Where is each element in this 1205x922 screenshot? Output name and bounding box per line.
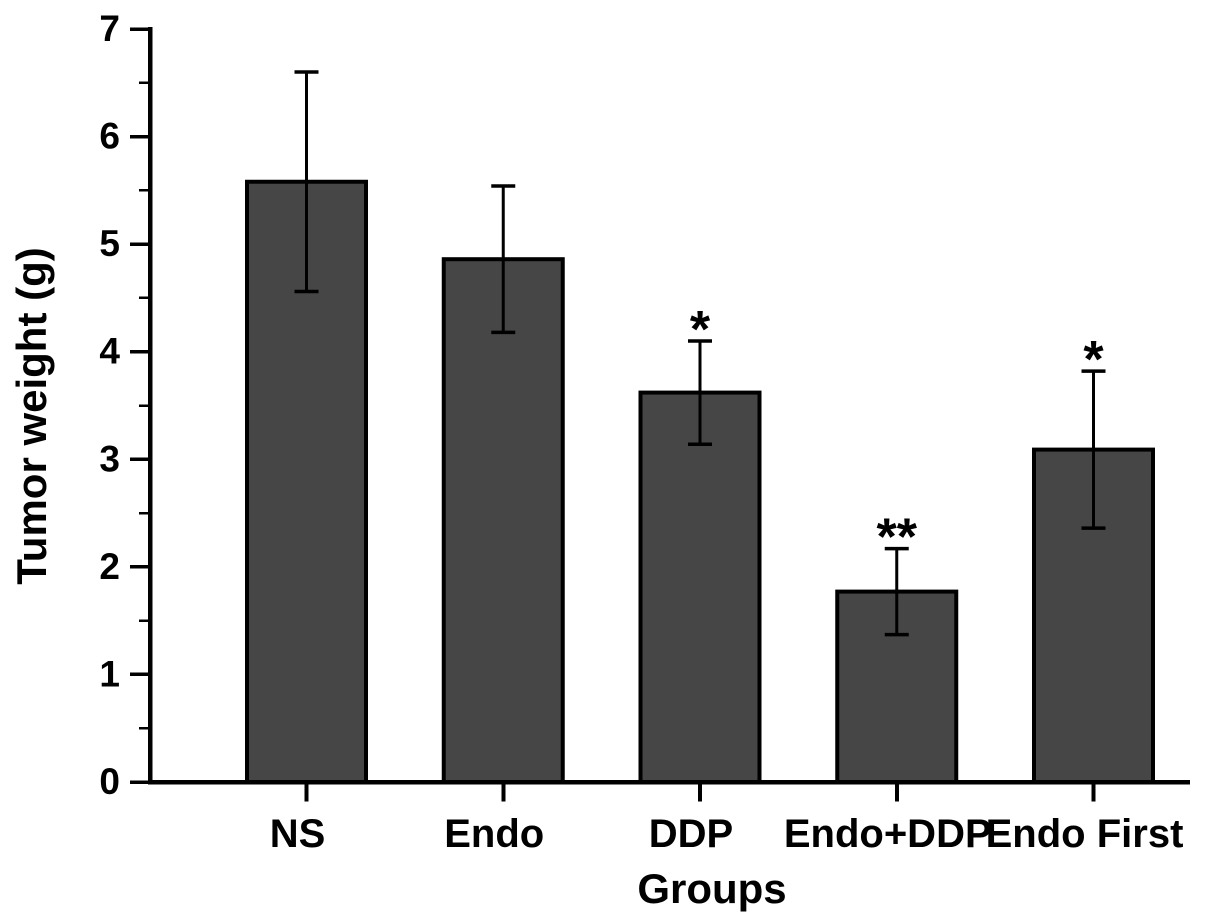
errorbar-endo — [491, 184, 516, 335]
y-tick-label-5: 5 — [99, 223, 120, 264]
x-ticks-group — [304, 784, 1096, 802]
bar-ddp — [638, 390, 762, 784]
y-tick-label-4: 4 — [99, 331, 120, 372]
bar-endo — [441, 257, 565, 784]
significance-marker-endo-ddp: ** — [877, 509, 918, 567]
y-tick-label-7: 7 — [99, 8, 120, 49]
y-ticks-group — [130, 27, 150, 784]
x-tick-label-ddp: DDP — [649, 812, 733, 856]
errorbar-ddp — [688, 339, 712, 446]
x-tick-label-ns: NS — [270, 812, 326, 856]
significance-markers-group: **** — [690, 301, 1105, 567]
y-tick-label-2: 2 — [99, 546, 120, 587]
bars-group — [245, 179, 1155, 785]
y-tick-labels-group: 0 1 2 3 4 5 6 7 — [99, 8, 120, 802]
x-axis-title: Groups — [637, 865, 786, 912]
significance-marker-ddp: * — [690, 301, 711, 359]
errorbar-endo-ddp — [884, 546, 909, 637]
y-tick-label-6: 6 — [99, 116, 120, 157]
x-tick-label-endo-first: Endo First — [986, 812, 1184, 856]
errorbar-ns — [294, 70, 319, 294]
y-tick-label-0: 0 — [99, 761, 120, 802]
y-tick-label-1: 1 — [99, 653, 120, 694]
y-tick-label-3: 3 — [99, 438, 120, 479]
errorbar-endo-first — [1081, 369, 1106, 530]
y-axis-title: Tumor weight (g) — [8, 247, 55, 585]
significance-marker-endo-first: * — [1083, 331, 1104, 389]
x-tick-label-endo-ddp: Endo+DDP — [784, 812, 992, 856]
errorbars-group — [294, 70, 1106, 637]
x-tick-label-endo: Endo — [444, 812, 544, 856]
